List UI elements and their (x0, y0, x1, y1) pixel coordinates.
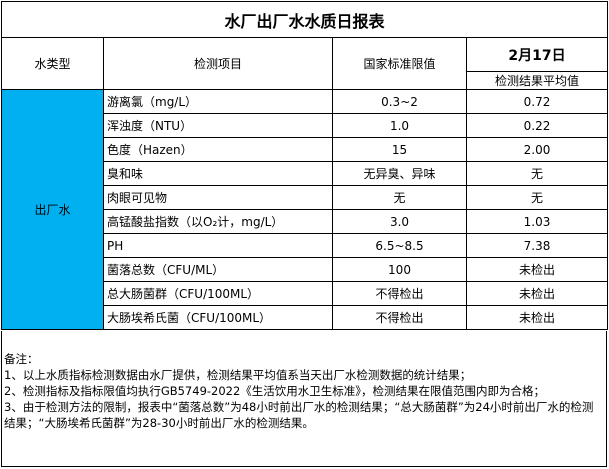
item-cell: 高锰酸盐指数（以O₂计，mg/L） (103, 209, 333, 234)
result-cell: 未检出 (465, 257, 609, 282)
header-date: 2月17日 (465, 37, 609, 72)
notes: 备注： 1、以上水质指标检测数据由水厂提供，检测结果平均值系当天出厂水检测数据的… (1, 331, 607, 467)
item-cell: PH (103, 233, 333, 258)
header-limit: 国家标准限值 (332, 37, 467, 90)
table-row: 菌落总数（CFU/ML） 100 未检出 (2, 257, 609, 282)
result-cell: 无 (465, 161, 609, 186)
notes-label: 备注： (4, 352, 39, 366)
table-row: 色度（Hazen） 15 2.00 (2, 137, 609, 162)
limit-cell: 无异臭、异味 (332, 161, 467, 186)
limit-cell: 6.5~8.5 (332, 233, 467, 258)
limit-cell: 15 (332, 137, 467, 162)
limit-cell: 1.0 (332, 113, 467, 138)
item-cell: 总大肠菌群（CFU/100ML） (103, 281, 333, 306)
result-cell: 0.72 (465, 89, 609, 114)
item-cell: 浑浊度（NTU） (103, 113, 333, 138)
limit-cell: 0.3~2 (332, 89, 467, 114)
header-item: 检测项目 (103, 37, 333, 90)
note-2: 2、检测指标及指标限值均执行GB5749-2022《生活饮用水卫生标准》，检测结… (4, 384, 546, 398)
item-cell: 游离氯（mg/L） (103, 89, 333, 114)
table-row: 总大肠菌群（CFU/100ML） 不得检出 未检出 (2, 281, 609, 306)
limit-cell: 100 (332, 257, 467, 282)
header-result: 检测结果平均值 (465, 71, 609, 90)
report-table: 水厂出厂水水质日报表 水类型 检测项目 国家标准限值 2月17日 检测结果平均值… (0, 1, 609, 330)
limit-cell: 3.0 (332, 209, 467, 234)
table-row: 出厂水 游离氯（mg/L） 0.3~2 0.72 (1, 89, 609, 330)
note-3: 3、由于检测方法的限制，报表中“菌落总数”为48小时前出厂水的检测结果；“总大肠… (4, 400, 594, 430)
result-cell: 未检出 (465, 305, 609, 330)
water-type-cell: 出厂水 (1, 89, 104, 330)
header-water-type: 水类型 (1, 37, 104, 90)
item-cell: 肉眼可见物 (103, 185, 333, 210)
item-cell: 臭和味 (103, 161, 333, 186)
result-cell: 7.38 (465, 233, 609, 258)
table-row: PH 6.5~8.5 7.38 (2, 233, 609, 258)
table-row: 大肠埃希氏菌（CFU/100ML） 不得检出 未检出 (2, 305, 609, 330)
table-row: 臭和味 无异臭、异味无 (2, 161, 609, 186)
result-cell: 0.22 (465, 113, 609, 138)
result-cell: 未检出 (465, 281, 609, 306)
limit-cell: 不得检出 (332, 305, 467, 330)
table-row: 高锰酸盐指数（以O₂计，mg/L） 3.0 1.03 (2, 209, 609, 234)
table-row: 肉眼可见物无无 (2, 185, 609, 210)
item-cell: 大肠埃希氏菌（CFU/100ML） (103, 305, 333, 330)
item-cell: 菌落总数（CFU/ML） (103, 257, 333, 282)
limit-cell: 无 (332, 185, 467, 210)
note-1: 1、以上水质指标检测数据由水厂提供，检测结果平均值系当天出厂水检测数据的统计结果… (4, 368, 472, 382)
result-cell: 2.00 (465, 137, 609, 162)
item-cell: 色度（Hazen） (103, 137, 333, 162)
result-cell: 1.03 (465, 209, 609, 234)
result-cell: 无 (465, 185, 609, 210)
report-title: 水厂出厂水水质日报表 (0, 1, 609, 38)
limit-cell: 不得检出 (332, 281, 467, 306)
table-row: 浑浊度（NTU） 1.0 0.22 (2, 113, 609, 138)
